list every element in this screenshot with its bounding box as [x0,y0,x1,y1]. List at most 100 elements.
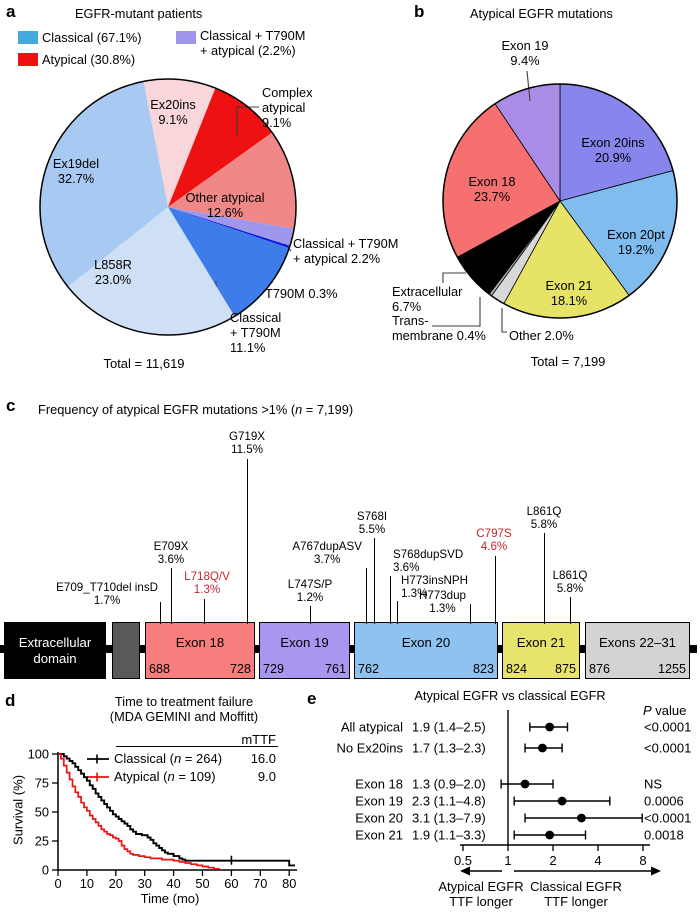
pie-slice-other-atypical [168,132,296,229]
pie-slice-exon-20ins [559,83,674,202]
domain-range-exon-20: 762 823 [358,662,494,677]
forest-row-pvalue-no-ex20ins: <0.0001 [644,740,692,756]
mutation-label-l747s-p-4: L747S/P 1.2% [287,578,333,605]
legend-label-classical: Classical (67.1%) [42,30,142,45]
forest-row-label-no-ex20ins: No Ex20ins [336,740,403,756]
forest-arrow-right-label: Classical EGFR TTF longer [530,879,622,910]
mutation-label-h773insnph-8: H773insNPH 1.3% [401,574,469,601]
pie-b-total: Total = 7,199 [530,354,606,369]
pie-slice-other [490,200,561,305]
legend-swatch-classical [18,31,38,44]
pie-label-exon-21: Exon 21 18.1% [545,278,593,309]
forest-dot-exon-18 [520,779,530,789]
mutation-label-e709-t710del-insd-0: E709_T710del insD 1.7% [56,581,158,608]
forest-row-estimate-exon-19: 2.3 (1.1–4.8) [412,793,486,809]
pie-connector-classical-t790m-atypical [284,243,292,252]
forest-arrow-left-label: Atypical EGFR TTF longer [438,879,524,910]
pie-a-total: Total = 11,619 [103,356,185,371]
pie-outline-pie-b [442,83,678,319]
pie-connector-complex-atypical [236,106,259,136]
protein-backbone [0,645,697,653]
panel-d-title-line2: (MDA GEMINI and Moffitt) [109,709,259,724]
pie-connector-exon-19 [526,70,531,102]
pie-slice-ex19del [40,81,169,287]
panel-c-title: Frequency of atypical EGFR mutations >1%… [38,402,354,417]
pie-slice-transmembrane [488,200,561,297]
forest-dot-exon-19 [557,796,567,806]
panel-b-title: Atypical EGFR mutations [470,6,613,21]
forest-arrow-left-head [460,866,470,876]
forest-row-estimate-exon-20: 3.1 (1.3–7.9) [412,810,486,826]
pie-slice-classical-t790m [168,207,290,317]
forest-row-estimate-all-atypical: 1.9 (1.4–2.5) [412,719,486,735]
mutation-line-s768i-6 [374,538,376,624]
mutation-line-s768dupsvd-7 [390,576,392,624]
mutation-label-a767dupasv-5: A767dupASV 3.7% [292,540,362,567]
pie-label-l858r: L858R 23.0% [94,257,132,288]
km-legend-label-classical: Classical (n = 264) [114,751,223,767]
legend-label-classical-t790m-atypical: Classical + T790M + atypical (2.2%) [200,28,306,59]
domain-box-exon-20: Exon 20 762 823 [354,622,498,679]
forest-row-estimate-exon-21: 1.9 (1.1–3.3) [412,827,486,843]
pie-label-exon-19: Exon 19 9.4% [501,38,549,69]
pie-connector-other [501,308,507,333]
pie-slice-extracellular [456,200,561,295]
forest-row-pvalue-all-atypical: <0.0001 [644,719,692,735]
legend-swatch-classical-t790m-atypical [176,31,196,44]
pie-label-ex20ins: Ex20ins 9.1% [150,97,196,128]
km-x-axis-label: Time (mo) [140,891,200,906]
forest-row-pvalue-exon-20: <0.0001 [644,810,692,826]
panel-e-letter: e [307,689,317,708]
domain-name-exon-18: Exon 18 [175,634,225,650]
domain-range-exon-19: 729 761 [263,662,346,677]
mutation-line-l861q-11 [544,533,546,624]
pie-label-t790m: T790M 0.3% [265,286,338,301]
mutation-line-h773dup-9 [470,604,472,624]
forest-tick-label-4: 4 [594,853,601,868]
mutation-label-l718q-v-2: L718Q/V 1.3% [184,570,230,597]
mutation-label-l861q-11: L861Q 5.8% [526,505,562,532]
domain-box-linker [112,622,140,679]
domain-box-exons-22-31: Exons 22–31 876 1255 [585,622,690,679]
pie-label-complex-atypical: Complex atypical 9.1% [262,85,313,131]
forest-dot-exon-20 [577,813,586,823]
km-legend-row-classical: Classical (n = 264) [86,751,222,767]
pie-slice-t790m [168,207,290,249]
mutation-line-c797s-10 [495,556,497,624]
mutation-line-a767dupasv-5 [366,568,368,624]
panel-c-letter: c [6,396,16,415]
forest-tick-label-2: 2 [549,853,556,868]
mutation-label-s768dupsvd-7: S768dupSVD 3.6% [393,548,464,575]
km-mttf-classical: 16.0 [250,751,276,766]
forest-row-label-exon-19: Exon 19 [355,793,403,809]
domain-box-exon-18: Exon 18 688 728 [145,622,255,679]
km-x-tick-label-0: 0 [54,876,61,891]
km-y-axis-label: Survival (%) [10,774,26,846]
panel-b-letter: b [414,2,425,21]
mutation-line-h773insnph-8 [397,601,399,624]
mutation-line-g719x-3 [247,459,249,624]
panel-a-letter: a [6,2,16,21]
km-legend-label-atypical: Atypical (n = 109) [114,769,216,785]
km-x-tick-label-10: 10 [80,876,94,891]
pie-slice-l858r [67,207,235,336]
km-y-tick-label-0: 0 [42,862,49,877]
forest-row-label-exon-20: Exon 20 [355,810,403,826]
km-x-tick-label-40: 40 [166,876,180,891]
forest-tick-label-8: 8 [639,853,646,868]
mutation-line-e709-t710del-insd-0 [160,602,162,624]
pie-label-other: Other 2.0% [509,328,574,343]
pie-label-classical-t790m: Classical + T790M 11.1% [230,310,282,356]
domain-range-exon-21: 824 875 [506,662,576,677]
pie-outline-pie-a [39,78,297,336]
pie-slice-complex-atypical [168,88,273,207]
domain-box-exon-19: Exon 19 729 761 [259,622,350,679]
domain-name-exon-21: Exon 21 [516,634,566,650]
km-atypical-marker [87,772,109,782]
km-y-tick-label-75: 75 [35,775,49,790]
pie-label-transmembrane: Trans-membrane 0.4% [392,313,486,344]
panel-d-letter: d [5,691,16,710]
domain-box-extracellular: Extracellular domain [4,622,106,679]
forest-tick-label-1: 1 [504,853,511,868]
